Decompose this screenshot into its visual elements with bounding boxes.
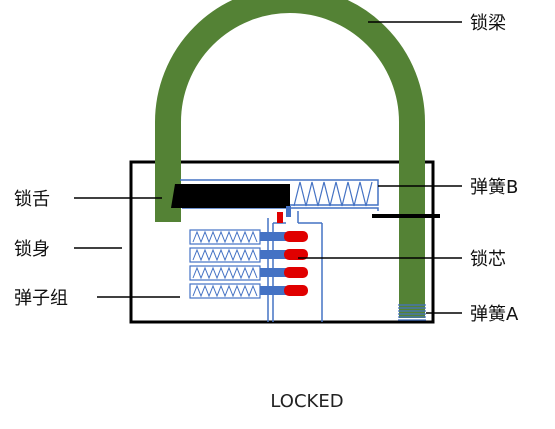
spring-a	[398, 304, 426, 321]
lock-status: LOCKED	[270, 391, 343, 412]
label-spring-b: 弹簧B	[470, 177, 518, 198]
pin-group	[189, 229, 308, 299]
driver-pin	[260, 268, 286, 277]
label-core: 锁芯	[470, 249, 506, 270]
core-pin-red	[277, 212, 283, 223]
key-pin	[284, 231, 308, 242]
key-pin	[284, 285, 308, 296]
label-spring-a: 弹簧A	[470, 304, 519, 325]
bolt	[171, 184, 290, 208]
pin-chamber	[189, 229, 308, 245]
driver-pin	[260, 250, 286, 259]
label-pin-group: 弹子组	[14, 288, 68, 309]
label-shackle: 锁梁	[470, 13, 506, 34]
key-pin	[284, 267, 308, 278]
label-bolt: 锁舌	[14, 189, 50, 210]
driver-pin	[260, 232, 286, 241]
lock-body	[129, 160, 435, 324]
pin-chamber	[189, 283, 308, 299]
core-pin-blue	[286, 206, 291, 217]
pin-chamber	[189, 265, 308, 281]
lock-core	[267, 211, 323, 322]
driver-pin	[260, 286, 286, 295]
pin-chamber	[189, 247, 308, 263]
label-body: 锁身	[14, 239, 50, 260]
spring-b	[293, 181, 373, 207]
shackle	[155, 0, 425, 318]
